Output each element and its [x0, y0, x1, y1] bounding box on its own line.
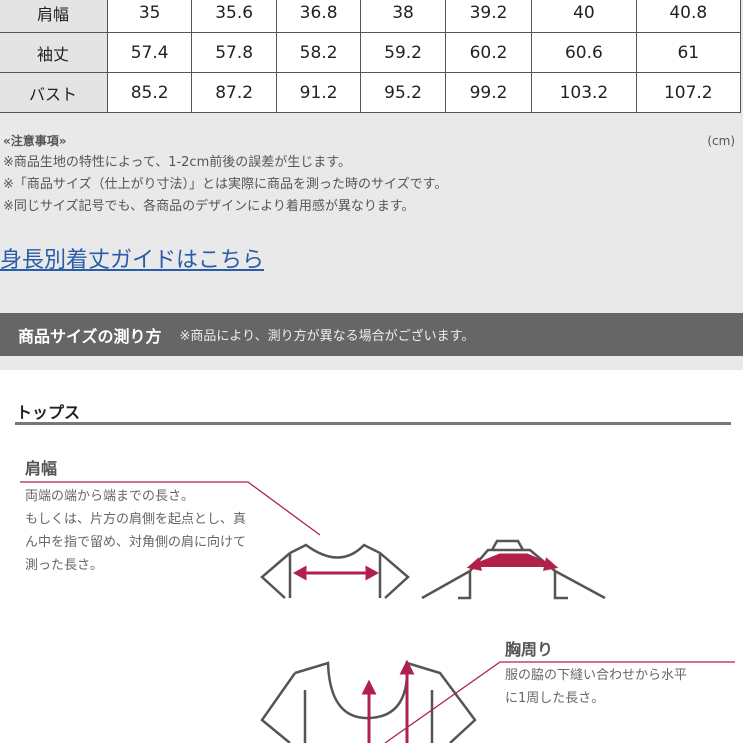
measurement-arrows	[292, 553, 559, 743]
row-header: 肩幅	[0, 0, 108, 33]
desc-line: に1周した長さ。	[505, 691, 605, 706]
shoulder-description: 両端の端から端までの長さ。もしくは、片方の肩側を起点とし、真ん中を指で留め、対角…	[25, 485, 250, 577]
cell: 87.2	[191, 72, 277, 113]
cell: 57.8	[191, 32, 277, 73]
cell: 107.2	[635, 72, 742, 113]
cell: 40.8	[635, 0, 742, 33]
row-header: 袖丈	[0, 32, 108, 73]
table-row: バスト 85.2 87.2 91.2 95.2 99.2 103.2 107.2	[0, 72, 742, 113]
height-length-guide-link[interactable]: 身長別着丈ガイドはこちら	[0, 248, 265, 273]
cell: 91.2	[275, 72, 362, 113]
shoulder-label: 肩幅	[25, 459, 58, 478]
section-header: 商品サイズの測り方 ※商品により、測り方が異なる場合がございます。	[0, 313, 743, 356]
cell: 60.6	[531, 32, 637, 73]
cell: 35.6	[191, 0, 277, 33]
tops-heading: トップス	[16, 403, 81, 422]
cell: 58.2	[275, 32, 362, 73]
note-item: ※「商品サイズ（仕上がり寸法）」とは実際に商品を測った時のサイズです。	[3, 177, 448, 192]
desc-line: 両端の端から端までの長さ。	[25, 489, 195, 504]
chest-description: 服の脇の下縫い合わせから水平 に1周した長さ。	[505, 664, 687, 710]
divider	[15, 422, 731, 425]
note-item: ※商品生地の特性によって、1-2cm前後の誤差が生じます。	[3, 155, 351, 170]
desc-line: 服の脇の下縫い合わせから水平	[505, 668, 688, 683]
cell: 99.2	[444, 72, 533, 113]
tshirt-front-icon	[260, 543, 410, 599]
note-item: ※同じサイズ記号でも、各商品のデザインにより着用感が異なります。	[3, 199, 415, 214]
unit-label: (cm)	[707, 134, 735, 148]
section-title: 商品サイズの測り方	[18, 326, 162, 346]
table-row: 袖丈 57.4 57.8 58.2 59.2 60.2 60.6 61	[0, 32, 742, 73]
cell: 39.2	[444, 0, 533, 33]
cell: 40	[531, 0, 637, 33]
cell: 61	[635, 32, 742, 73]
cell: 103.2	[531, 72, 637, 113]
chest-label: 胸周り	[505, 640, 554, 659]
jacket-back-icon	[421, 539, 606, 600]
desc-line: もしくは、片方の肩側を起点とし、真ん中を指で留め、対角側の肩に向けて測った長さ。	[25, 512, 247, 573]
table-row: 肩幅 35 35.6 36.8 38 39.2 40 40.8	[0, 0, 742, 33]
cell: 59.2	[360, 32, 446, 73]
size-table: 肩幅 35 35.6 36.8 38 39.2 40 40.8 袖丈 57.4 57.8 58.2 5…	[0, 0, 742, 113]
cell: 85.2	[106, 72, 193, 113]
row-header: バスト	[0, 72, 108, 113]
cell: 38	[360, 0, 446, 33]
cell: 95.2	[360, 72, 446, 113]
notes-title: «注意事項»	[3, 134, 67, 148]
cell: 57.4	[106, 32, 193, 73]
section-subtitle: ※商品により、測り方が異なる場合がございます。	[179, 329, 475, 344]
